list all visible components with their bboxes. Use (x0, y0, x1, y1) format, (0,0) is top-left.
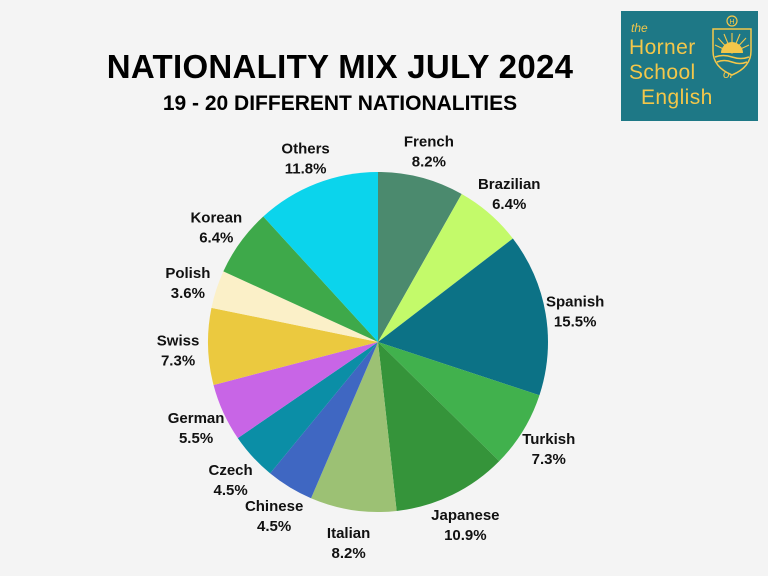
pie-slice-turkish (378, 342, 540, 462)
slice-name: Spanish (546, 294, 604, 311)
slice-percent: 4.5% (214, 482, 248, 499)
logo-text-school: School (629, 61, 696, 84)
slice-percent: 8.2% (412, 154, 446, 171)
chart-subtitle: 19 - 20 DIFFERENT NATIONALITIES (162, 92, 518, 115)
slice-name: Chinese (245, 498, 303, 515)
slice-label-others: Others 11.8% (281, 141, 329, 178)
slice-label-swiss: Swiss 7.3% (157, 332, 200, 369)
school-logo: the Horner School of English H (621, 11, 758, 121)
slice-label-turkish: Turkish 7.3% (522, 431, 575, 468)
logo-text-the: the (631, 21, 648, 35)
pie-slice-others (263, 172, 378, 342)
pie-slice-spanish (378, 238, 548, 396)
logo-text-horner: Horner (629, 36, 696, 59)
slice-label-czech: Czech 4.5% (209, 462, 253, 499)
pie-slice-italian (311, 342, 397, 512)
pie-slice-korean (223, 216, 378, 342)
slice-name: Korean (190, 209, 242, 226)
pie-slice-japanese (378, 342, 500, 511)
slice-name: French (404, 134, 454, 151)
pie-slice-german (213, 342, 378, 439)
slice-label-korean: Korean 6.4% (190, 209, 242, 246)
slice-percent: 6.4% (492, 196, 526, 213)
slice-percent: 3.6% (171, 285, 205, 302)
pie-slice-swiss (208, 307, 378, 386)
pie-slice-french (378, 172, 462, 342)
slice-name: Swiss (157, 332, 200, 349)
slice-label-japanese: Japanese 10.9% (431, 507, 499, 544)
slice-label-polish: Polish 3.6% (165, 265, 210, 302)
slice-percent: 15.5% (554, 314, 597, 331)
pie-slice-brazilian (378, 194, 513, 342)
slice-name: Turkish (522, 431, 575, 448)
sunrise-shield-icon: H (712, 15, 752, 76)
slice-percent: 10.9% (444, 527, 487, 544)
slice-percent: 11.8% (285, 161, 327, 178)
slice-percent: 4.5% (257, 518, 291, 535)
shield-letter: H (729, 19, 734, 26)
slice-label-german: German 5.5% (168, 410, 225, 447)
logo-text-english: English (641, 86, 713, 109)
slice-label-italian: Italian 8.2% (327, 525, 370, 562)
slice-percent: 8.2% (332, 545, 366, 562)
slice-label-brazilian: Brazilian 6.4% (478, 176, 541, 213)
slice-name: Czech (209, 462, 253, 479)
slice-label-french: French 8.2% (404, 134, 454, 171)
slice-label-chinese: Chinese 4.5% (245, 498, 303, 535)
pie-slice-czech (237, 342, 378, 474)
slice-percent: 7.3% (532, 451, 566, 468)
pie-slice-polish (211, 271, 378, 342)
chart-title: NATIONALITY MIX JULY 2024 (106, 48, 574, 85)
pie-slice-chinese (270, 342, 378, 499)
slice-percent: 7.3% (161, 352, 195, 369)
slice-percent: 5.5% (179, 430, 213, 447)
logo-text-of: of (723, 67, 734, 81)
slice-name: German (168, 410, 225, 427)
slice-label-spanish: Spanish 15.5% (546, 294, 604, 331)
slice-name: Italian (327, 525, 370, 542)
slice-name: Others (281, 141, 329, 158)
slice-percent: 6.4% (199, 229, 233, 246)
slice-name: Japanese (431, 507, 499, 524)
slice-name: Polish (165, 265, 210, 282)
slice-name: Brazilian (478, 176, 541, 193)
